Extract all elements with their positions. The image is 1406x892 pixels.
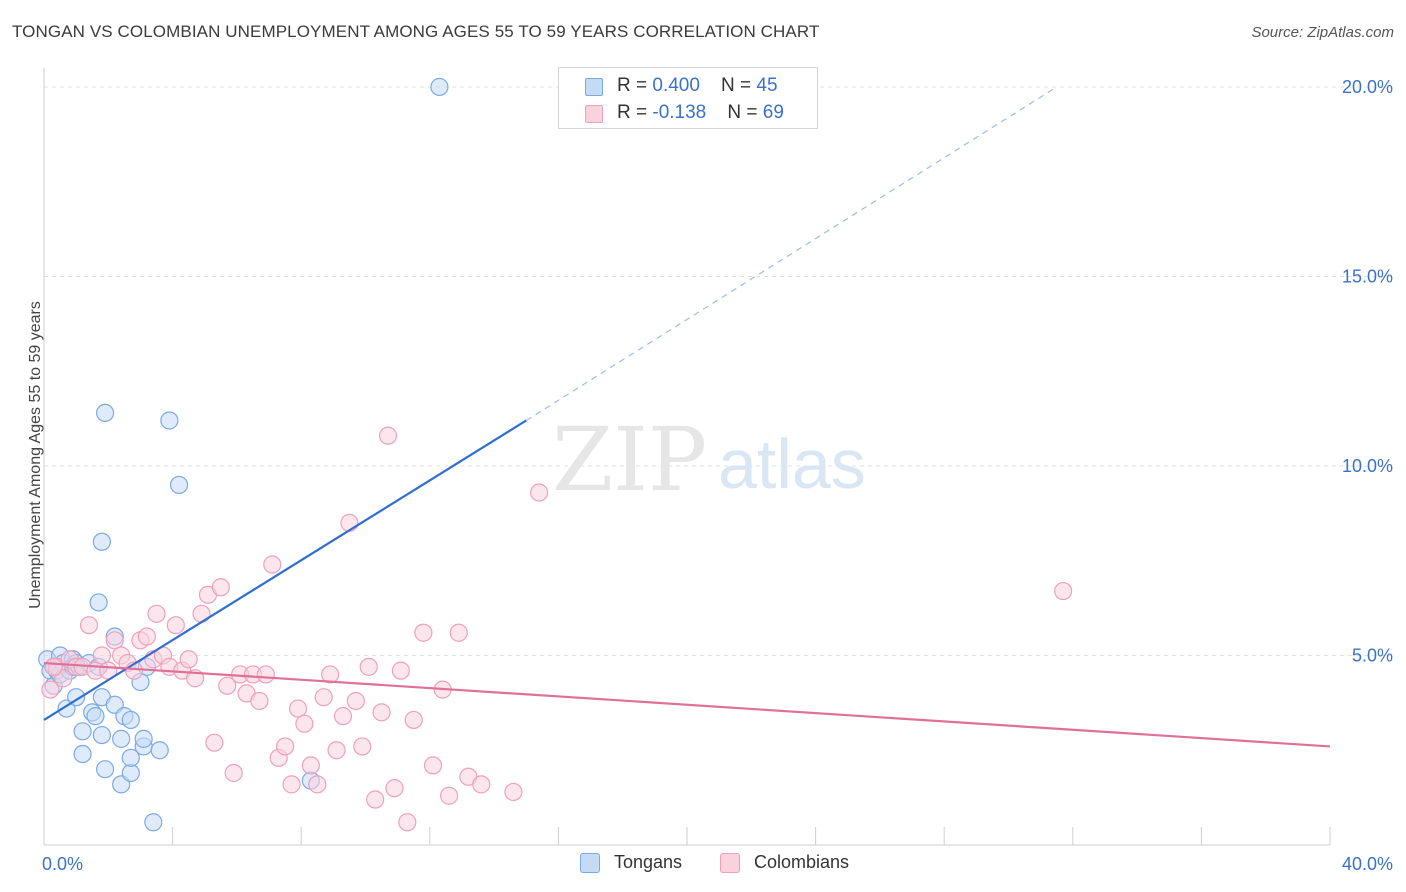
tick-labels: 5.0% 10.0% 15.0% 20.0% 0.0% 40.0%	[42, 77, 1393, 874]
point-colombians	[295, 714, 314, 733]
point-tongans	[92, 725, 111, 745]
y-tick-label: 5.0%	[1352, 645, 1393, 665]
point-colombians	[256, 665, 275, 684]
point-colombians	[414, 623, 433, 642]
point-colombians	[301, 756, 320, 775]
point-tongans	[92, 532, 111, 551]
point-colombians	[321, 665, 340, 684]
legend-r-value: -0.138	[652, 102, 707, 123]
axes	[43, 68, 1331, 846]
point-tongans	[112, 729, 131, 748]
point-tongans	[160, 411, 179, 430]
legend-r-label: R =	[617, 102, 653, 123]
legend-n-value: 45	[756, 75, 778, 96]
point-tongans	[169, 475, 189, 495]
x-tick-label: 40.0%	[1342, 854, 1393, 874]
point-colombians	[472, 775, 491, 794]
y-tick-label: 15.0%	[1342, 266, 1393, 286]
point-colombians	[263, 555, 282, 574]
trend-lines	[43, 86, 1331, 748]
point-colombians	[404, 710, 423, 730]
trend-line-tongans	[43, 419, 527, 721]
legend-n-label: N =	[727, 102, 763, 123]
point-tongans	[86, 707, 105, 726]
point-colombians	[288, 699, 308, 718]
y-tick-label: 10.0%	[1342, 456, 1393, 476]
point-colombians	[504, 782, 523, 802]
point-colombians	[378, 426, 398, 445]
trend-extension-tongans	[525, 86, 1058, 422]
point-colombians	[147, 604, 166, 623]
point-colombians	[218, 676, 237, 695]
point-colombians	[79, 616, 99, 635]
point-colombians	[192, 604, 211, 623]
point-tongans	[95, 403, 115, 423]
point-tongans	[121, 710, 140, 730]
series-swatch-tongans	[580, 853, 600, 873]
point-colombians	[372, 703, 391, 722]
legend-r-value: 0.400	[652, 75, 700, 96]
trend-line-colombians	[43, 661, 1331, 748]
point-colombians	[353, 737, 372, 756]
point-colombians	[92, 646, 111, 665]
point-colombians	[449, 623, 468, 642]
point-colombians	[282, 775, 301, 794]
point-colombians	[366, 790, 385, 809]
point-tongans	[73, 722, 92, 741]
point-tongans	[73, 744, 92, 764]
point-colombians	[385, 779, 404, 798]
point-colombians	[314, 688, 333, 707]
point-tongans	[134, 729, 153, 748]
point-colombians	[346, 691, 365, 711]
source-label: Source: ZipAtlas.com	[1251, 24, 1394, 41]
point-tongans	[150, 741, 169, 760]
y-tick-label: 20.0%	[1342, 77, 1393, 97]
point-colombians	[105, 631, 124, 650]
series-label-tongans: Tongans	[614, 852, 683, 872]
point-colombians	[166, 616, 185, 635]
x-tick-label: 0.0%	[42, 854, 83, 874]
legend-r-label: R =	[617, 75, 653, 96]
point-colombians	[250, 691, 269, 711]
point-colombians	[530, 483, 549, 502]
point-tongans	[95, 760, 115, 779]
series-swatch-colombians	[720, 853, 740, 873]
point-tongans	[430, 77, 449, 97]
point-colombians	[439, 786, 459, 805]
point-colombians	[1054, 581, 1073, 601]
legend-n-value: 69	[762, 102, 784, 123]
point-colombians	[423, 756, 443, 775]
legend-swatch-colombians	[585, 105, 603, 123]
legend-swatch-tongans	[585, 78, 603, 96]
watermark-atlas: atlas	[718, 425, 866, 503]
point-colombians	[41, 680, 60, 699]
point-colombians	[224, 763, 243, 783]
point-colombians	[391, 661, 410, 680]
point-tongans	[121, 763, 140, 783]
point-colombians	[308, 775, 327, 794]
legend-n-label: N =	[721, 75, 757, 96]
point-colombians	[179, 650, 198, 669]
point-colombians	[398, 813, 417, 832]
point-colombians	[333, 707, 353, 726]
chart-title: TONGAN VS COLOMBIAN UNEMPLOYMENT AMONG A…	[12, 22, 820, 41]
point-colombians	[340, 513, 359, 532]
point-colombians	[276, 737, 295, 756]
series-label-colombians: Colombians	[754, 852, 850, 872]
point-colombians	[137, 627, 156, 646]
point-colombians	[205, 733, 224, 752]
point-colombians	[359, 657, 378, 676]
point-colombians	[327, 741, 346, 760]
point-colombians	[211, 578, 230, 597]
data-points	[38, 77, 1073, 832]
point-tongans	[144, 813, 163, 832]
watermark: ZIP atlas	[552, 408, 866, 511]
correlation-legend: R = 0.400 N = 45 R = -0.138 N = 69	[558, 67, 818, 129]
watermark-zip: ZIP	[552, 408, 707, 511]
point-tongans	[121, 748, 140, 767]
point-tongans	[89, 593, 108, 612]
grid-lines	[44, 86, 1395, 656]
point-colombians	[44, 657, 63, 676]
